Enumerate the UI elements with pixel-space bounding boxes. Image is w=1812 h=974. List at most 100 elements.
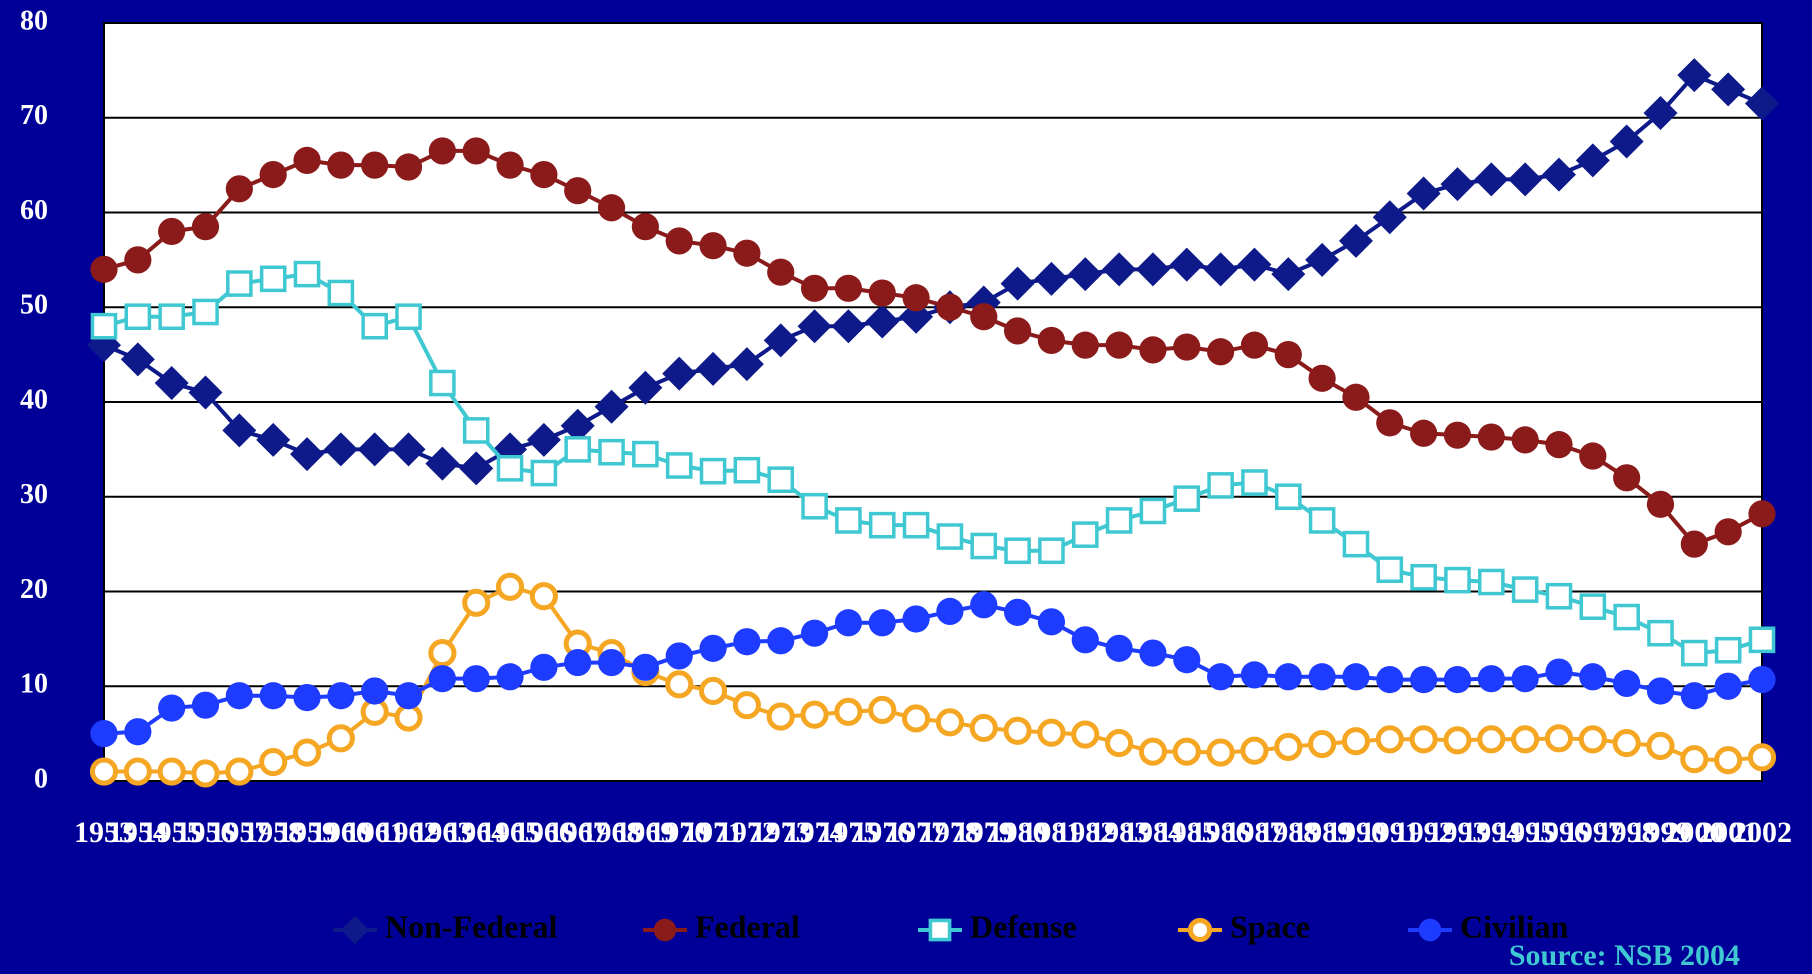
marker xyxy=(1646,490,1675,518)
marker xyxy=(225,175,253,203)
marker xyxy=(394,703,423,732)
marker xyxy=(594,389,629,424)
marker xyxy=(124,303,152,331)
marker xyxy=(1105,634,1133,662)
marker xyxy=(429,369,456,397)
x-tick-label: 1988 xyxy=(1258,816,1318,849)
marker xyxy=(597,194,626,222)
marker xyxy=(1613,464,1641,492)
marker xyxy=(1612,729,1641,758)
marker xyxy=(1410,666,1438,694)
marker xyxy=(459,451,494,486)
marker xyxy=(361,312,389,340)
marker xyxy=(699,676,728,706)
marker xyxy=(1000,266,1035,301)
marker xyxy=(1207,663,1235,691)
marker xyxy=(936,293,964,321)
marker xyxy=(1003,317,1032,345)
x-tick-label: 1980 xyxy=(988,816,1048,849)
marker xyxy=(902,704,931,733)
marker xyxy=(1342,383,1370,411)
marker xyxy=(495,572,525,601)
y-tick-label: 60 xyxy=(20,195,48,226)
marker xyxy=(1748,666,1776,694)
x-tick-label: 1973 xyxy=(751,816,811,849)
marker xyxy=(1474,162,1509,197)
marker xyxy=(1477,423,1505,451)
x-tick-label: 1966 xyxy=(514,816,574,849)
x-tick-label: 2000 xyxy=(1664,816,1724,849)
x-tick-label: 1970 xyxy=(649,816,709,849)
marker xyxy=(1376,409,1404,437)
marker xyxy=(665,642,693,670)
marker xyxy=(1173,485,1201,512)
marker xyxy=(1680,745,1709,774)
marker xyxy=(699,457,727,485)
marker xyxy=(1037,608,1066,636)
marker xyxy=(699,634,727,662)
marker xyxy=(1308,729,1337,759)
x-tick-label: 1983 xyxy=(1089,816,1149,849)
marker xyxy=(1274,732,1303,761)
x-tick-label: 1979 xyxy=(954,816,1014,849)
marker xyxy=(834,697,863,726)
marker xyxy=(665,670,694,699)
marker xyxy=(1747,743,1777,772)
marker xyxy=(326,724,355,753)
x-tick-label: 1974 xyxy=(785,816,845,849)
marker xyxy=(157,757,186,786)
marker xyxy=(1172,737,1201,766)
x-tick-label: 1958 xyxy=(243,816,303,849)
marker xyxy=(256,422,291,457)
marker xyxy=(732,691,761,720)
marker xyxy=(90,720,118,748)
marker xyxy=(1071,720,1100,749)
marker xyxy=(628,370,663,405)
marker xyxy=(767,627,795,655)
marker xyxy=(733,628,761,656)
marker xyxy=(90,312,118,340)
marker xyxy=(394,682,423,710)
marker xyxy=(428,137,456,165)
marker xyxy=(1071,521,1099,548)
marker xyxy=(1714,518,1742,546)
marker xyxy=(290,437,325,472)
marker xyxy=(341,916,369,944)
marker xyxy=(801,492,828,520)
marker xyxy=(1613,669,1641,698)
marker xyxy=(361,677,389,705)
marker xyxy=(902,284,930,312)
marker xyxy=(865,304,900,339)
marker xyxy=(665,452,693,479)
marker xyxy=(1714,636,1742,664)
marker xyxy=(1418,918,1442,942)
marker xyxy=(1169,247,1204,282)
y-tick-label: 50 xyxy=(20,290,48,321)
x-tick-label: 1959 xyxy=(277,816,337,849)
marker xyxy=(733,456,761,484)
marker xyxy=(293,684,321,712)
x-tick-label: 2002 xyxy=(1732,816,1792,849)
x-tick-label: 1957 xyxy=(209,816,269,849)
marker xyxy=(1071,331,1099,359)
x-tick-label: 1963 xyxy=(412,816,472,849)
marker xyxy=(631,653,659,681)
marker xyxy=(361,151,389,179)
marker xyxy=(928,918,952,942)
marker xyxy=(191,691,220,719)
marker xyxy=(1271,257,1306,292)
marker xyxy=(696,351,731,386)
marker xyxy=(1609,124,1644,159)
marker xyxy=(767,466,795,494)
marker xyxy=(428,665,456,693)
marker xyxy=(733,239,761,267)
x-tick-label: 1972 xyxy=(717,816,777,849)
marker xyxy=(1647,619,1674,647)
y-tick-label: 30 xyxy=(20,479,48,510)
marker xyxy=(1187,917,1213,943)
marker xyxy=(154,366,189,401)
y-tick-label: 0 xyxy=(34,763,48,794)
marker xyxy=(1748,626,1776,654)
marker xyxy=(226,270,253,297)
marker xyxy=(123,757,152,786)
